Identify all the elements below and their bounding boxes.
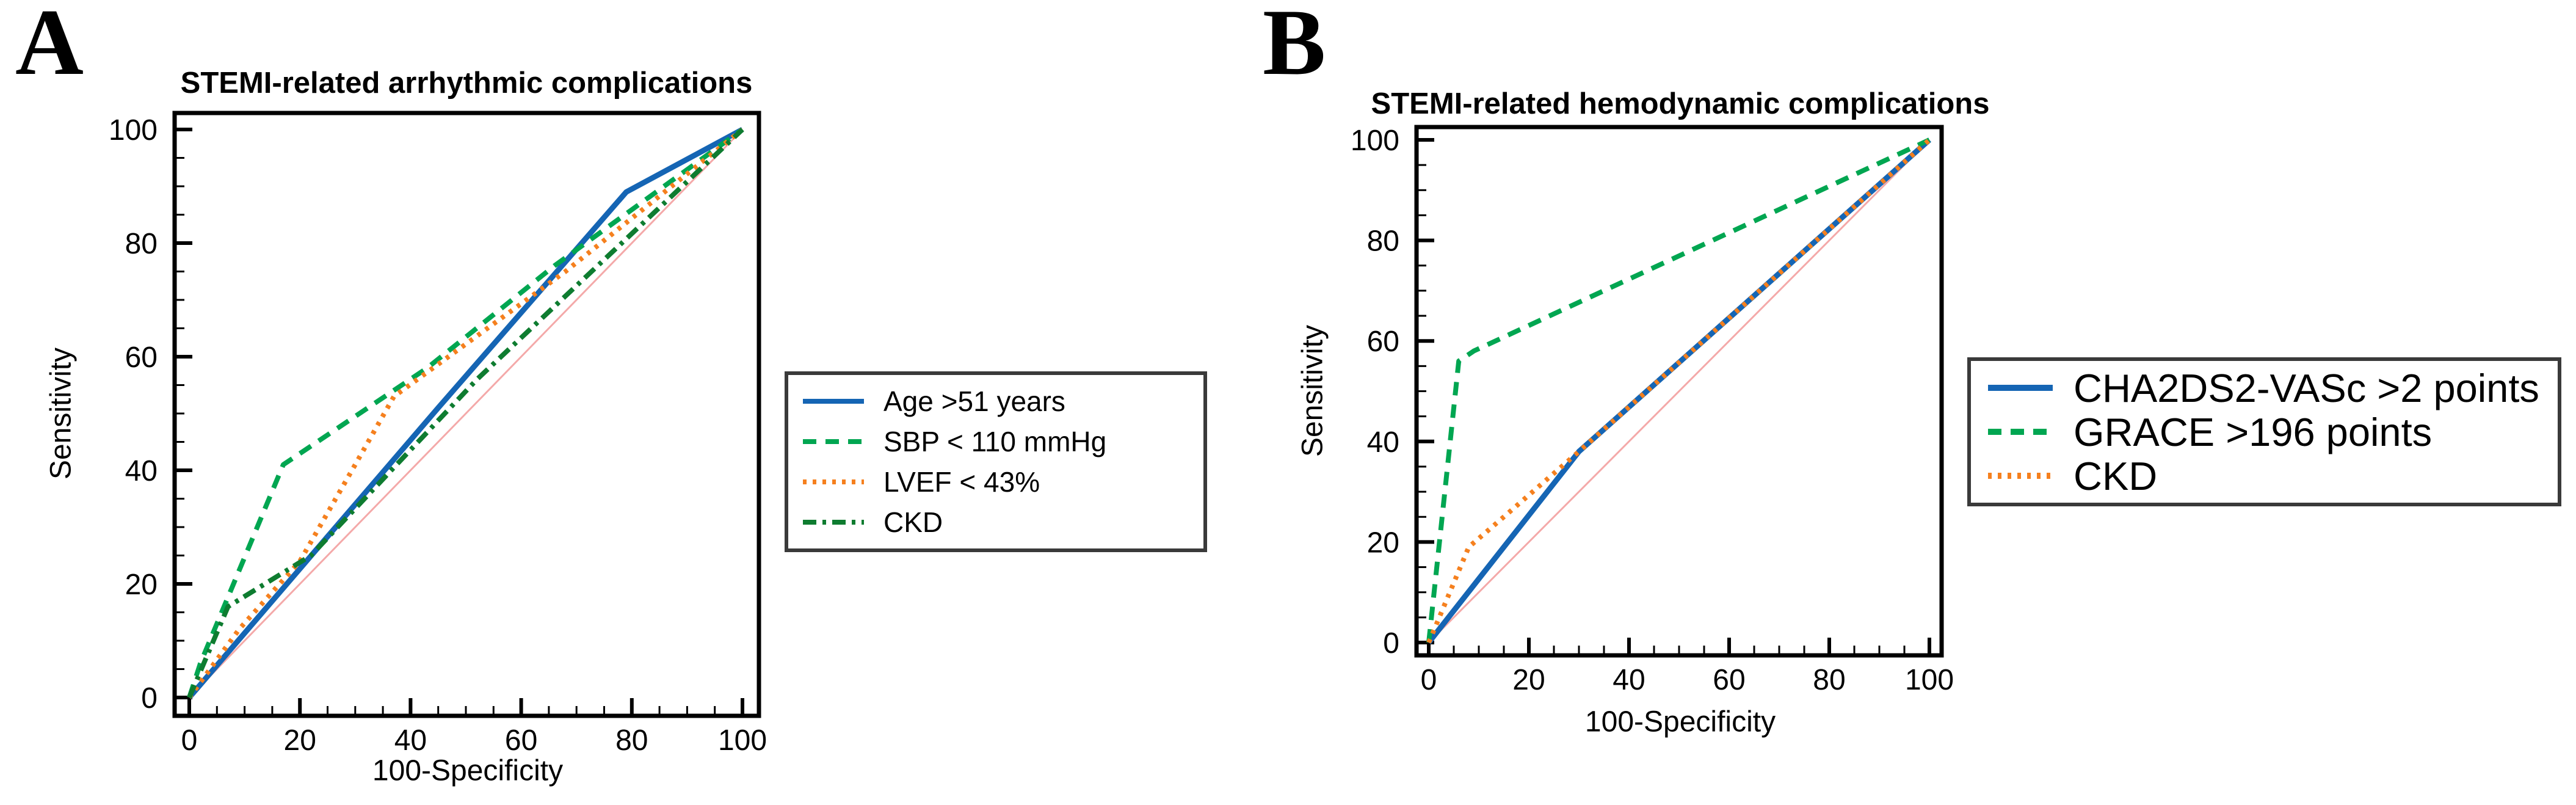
y-tick-label: 0: [1383, 627, 1399, 660]
roc-curve-3: [187, 128, 744, 699]
legend-item-1: SBP < 110 mmHg: [788, 421, 1203, 462]
panel-b-ylabel: Sensitivity: [1296, 324, 1329, 457]
legend-line-sample-solid: [803, 399, 864, 404]
reference-diagonal: [188, 128, 744, 699]
legend-line-sample-dashed: [1988, 429, 2053, 435]
legend-line-sample-dotted: [1988, 473, 2053, 479]
x-tick-label: 0: [1421, 664, 1437, 696]
legend-label-1: SBP < 110 mmHg: [883, 426, 1107, 457]
y-tick-label: 80: [1367, 225, 1399, 258]
x-tick-label: 100: [1905, 664, 1954, 696]
legend-label-1: GRACE >196 points: [2073, 409, 2433, 454]
panel-a-ylabel: Sensitivity: [45, 347, 78, 480]
panel-a-title: STEMI-related arrhythmic complications: [180, 67, 753, 100]
roc-curve-0: [187, 127, 744, 699]
panel-b-legend: CHA2DS2-VASc >2 points GRACE >196 points C…: [1967, 357, 2561, 506]
roc-curve-1: [1426, 137, 1931, 643]
legend-item-0: CHA2DS2-VASc >2 points: [1971, 366, 2558, 410]
y-tick-label: 0: [141, 682, 158, 715]
y-tick-label: 40: [1367, 426, 1399, 459]
x-tick-label: 60: [505, 724, 537, 757]
legend-label-0: CHA2DS2-VASc >2 points: [2073, 365, 2539, 410]
x-tick-label: 20: [284, 724, 316, 757]
roc-curve-2: [1426, 138, 1931, 644]
x-tick-label: 100: [718, 724, 767, 757]
legend-label-3: CKD: [883, 506, 943, 538]
legend-line-sample-dashdot: [803, 520, 864, 525]
y-tick-label: 20: [125, 569, 158, 601]
panel-a-legend: Age >51 years SBP < 110 mmHg LVEF < 43% CKD: [785, 371, 1207, 552]
legend-line-sample-dotted: [803, 479, 864, 484]
y-tick-label: 60: [125, 341, 158, 374]
y-tick-label: 80: [125, 228, 158, 260]
y-tick-label: 60: [1367, 326, 1399, 358]
panel-a-letter: A: [15, 0, 84, 95]
plot-frame: [1414, 125, 1944, 658]
roc-curve-1: [187, 127, 744, 699]
legend-line-sample-dashed: [803, 439, 864, 444]
y-tick-label: 100: [109, 114, 158, 147]
y-tick-label: 40: [125, 455, 158, 487]
roc-curve-2: [187, 127, 744, 699]
panel-b-title: STEMI-related hemodynamic complications: [1371, 87, 1990, 120]
legend-item-2: CKD: [1971, 454, 2558, 498]
x-tick-label: 40: [394, 724, 427, 757]
x-tick-label: 20: [1512, 664, 1545, 696]
legend-item-3: CKD: [788, 502, 1203, 542]
legend-label-2: LVEF < 43%: [883, 466, 1040, 498]
x-tick-label: 80: [1813, 664, 1845, 696]
x-tick-label: 40: [1613, 664, 1645, 696]
x-tick-label: 80: [615, 724, 648, 757]
y-tick-label: 20: [1367, 526, 1399, 559]
legend-label-2: CKD: [2073, 453, 2158, 498]
y-tick-label: 100: [1351, 125, 1399, 157]
panel-a-xlabel: 100-Specificity: [372, 754, 564, 787]
legend-item-0: Age >51 years: [788, 381, 1203, 421]
legend-item-1: GRACE >196 points: [1971, 410, 2558, 454]
legend-line-sample-solid: [1988, 385, 2053, 391]
x-tick-label: 0: [181, 724, 198, 757]
panel-b-xlabel: 100-Specificity: [1584, 705, 1776, 738]
legend-label-0: Age >51 years: [883, 385, 1065, 417]
legend-item-2: LVEF < 43%: [788, 462, 1203, 502]
reference-diagonal: [1428, 139, 1931, 644]
roc-curve-0: [1426, 137, 1931, 644]
x-tick-label: 60: [1713, 664, 1745, 696]
panel-b-letter: B: [1263, 0, 1326, 95]
plot-frame: [172, 111, 761, 718]
